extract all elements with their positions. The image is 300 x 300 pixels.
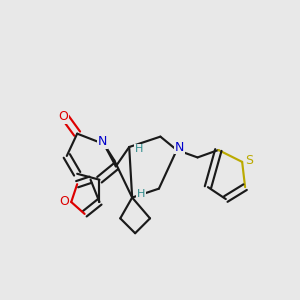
Text: N: N	[98, 135, 107, 148]
Text: H: H	[135, 144, 143, 154]
Text: S: S	[245, 154, 253, 166]
Text: H: H	[137, 189, 145, 199]
Text: N: N	[174, 140, 184, 154]
Text: O: O	[58, 110, 68, 123]
Text: O: O	[59, 195, 69, 208]
